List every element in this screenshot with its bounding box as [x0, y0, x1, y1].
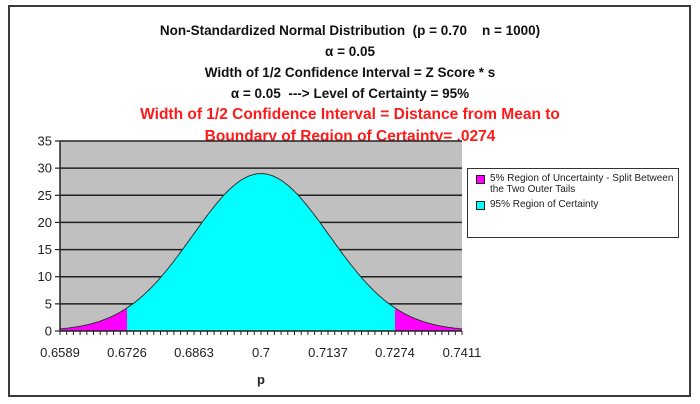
svg-text:0: 0 — [45, 324, 52, 339]
legend-item-uncertainty: 5% Region of Uncertainty - Split Between… — [476, 173, 674, 195]
legend: 5% Region of Uncertainty - Split Between… — [467, 168, 679, 238]
svg-text:0.7274: 0.7274 — [375, 345, 415, 360]
x-axis-title: p — [257, 372, 265, 387]
svg-text:20: 20 — [38, 215, 52, 230]
svg-text:0.7: 0.7 — [252, 345, 270, 360]
svg-text:15: 15 — [38, 242, 52, 257]
plot-area — [59, 140, 463, 331]
title-red-line-1: Width of 1/2 Confidence Interval = Dista… — [140, 106, 560, 123]
svg-text:30: 30 — [38, 161, 52, 176]
svg-text:0.7411: 0.7411 — [443, 345, 482, 360]
title-width-formula: Width of 1/2 Confidence Interval = Z Sco… — [204, 65, 496, 80]
svg-text:0.6726: 0.6726 — [107, 345, 147, 360]
title-certainty: α = 0.05 ---> Level of Certainty = 95% — [230, 86, 470, 101]
svg-text:0.6863: 0.6863 — [174, 345, 214, 360]
y-axis: 0 5 10 15 20 25 30 35 — [38, 134, 61, 339]
legend-swatch-magenta — [476, 175, 485, 184]
svg-text:5: 5 — [45, 296, 52, 311]
title-line-1: Non-Standardized Normal Distribution (p … — [159, 23, 541, 38]
x-axis: 0.6589 0.6726 0.6863 0.7 0.7137 0.7274 0.7411 — [40, 330, 482, 360]
svg-text:0.7137: 0.7137 — [308, 345, 348, 360]
svg-text:25: 25 — [38, 188, 52, 203]
chart-titles: Non-Standardized Normal Distribution (p … — [0, 20, 700, 148]
legend-label-uncertainty: 5% Region of Uncertainty - Split Between… — [490, 173, 674, 195]
legend-label-certainty: 95% Region of Certainty — [490, 199, 599, 210]
title-alpha: α = 0.05 — [325, 44, 375, 59]
legend-item-certainty: 95% Region of Certainty — [476, 199, 674, 210]
legend-swatch-cyan — [476, 201, 485, 210]
svg-text:0.6589: 0.6589 — [40, 345, 80, 360]
svg-text:10: 10 — [38, 269, 52, 284]
svg-text:35: 35 — [38, 134, 52, 149]
